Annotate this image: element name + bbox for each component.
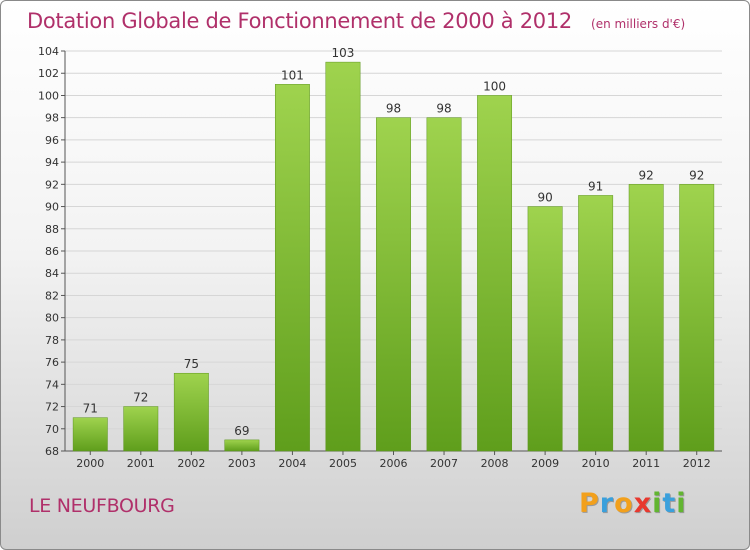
y-tick-label: 78 xyxy=(45,334,59,347)
y-tick-label: 100 xyxy=(38,89,59,102)
bar xyxy=(477,95,513,452)
y-tick-label: 74 xyxy=(45,378,59,391)
bar xyxy=(376,117,411,452)
y-tick-label: 82 xyxy=(45,289,59,302)
bar xyxy=(325,61,361,452)
bars xyxy=(72,61,715,452)
data-label: 92 xyxy=(639,168,654,182)
bar xyxy=(527,206,563,452)
bar xyxy=(72,417,108,452)
data-label: 101 xyxy=(281,68,304,82)
y-tick-label: 76 xyxy=(45,356,59,369)
bar xyxy=(224,439,260,452)
x-tick-label: 2003 xyxy=(228,457,256,470)
y-tick-label: 90 xyxy=(45,201,59,214)
chart-title: Dotation Globale de Fonctionnement de 20… xyxy=(27,9,572,33)
labels: 68 70 72 74 76 78 80 82 84 86 88 90 92 94 96 98 100 102 10… xyxy=(38,45,711,470)
x-tick-label: 2001 xyxy=(127,457,155,470)
logo-letter: r xyxy=(599,488,615,519)
bar xyxy=(274,84,310,452)
title-row: Dotation Globale de Fonctionnement de 20… xyxy=(27,9,685,33)
y-tick-label: 98 xyxy=(45,112,59,125)
y-tick-label: 94 xyxy=(45,156,59,169)
bar xyxy=(628,184,664,452)
proxiti-logo: Proxiti xyxy=(579,488,687,519)
commune-name: LE NEUFBOURG xyxy=(29,495,175,517)
bar xyxy=(123,406,159,452)
y-tick-label: 102 xyxy=(38,67,59,80)
data-label: 98 xyxy=(386,102,401,116)
y-tick-label: 72 xyxy=(45,401,59,414)
x-tick-label: 2007 xyxy=(430,457,458,470)
x-tick-label: 2008 xyxy=(481,457,509,470)
y-tick-label: 92 xyxy=(45,178,59,191)
x-tick-label: 2006 xyxy=(380,457,408,470)
y-tick-label: 88 xyxy=(45,223,59,236)
data-label: 91 xyxy=(588,179,603,193)
logo-letter: i xyxy=(676,488,687,519)
y-tick-label: 96 xyxy=(45,134,59,147)
x-tick-label: 2009 xyxy=(531,457,559,470)
logo-letter: P xyxy=(579,488,600,519)
bar xyxy=(679,184,715,452)
data-label: 72 xyxy=(133,391,148,405)
logo-letter: i xyxy=(652,488,663,519)
x-tick-label: 2000 xyxy=(76,457,104,470)
logo-letter: o xyxy=(614,488,634,519)
data-label: 71 xyxy=(83,402,98,416)
x-tick-label: 2005 xyxy=(329,457,357,470)
x-tick-label: 2010 xyxy=(582,457,610,470)
data-label: 103 xyxy=(332,46,355,60)
y-tick-label: 84 xyxy=(45,267,59,280)
y-tick-label: 70 xyxy=(45,423,59,436)
logo-letter: t xyxy=(662,488,677,519)
data-label: 75 xyxy=(184,357,199,371)
bar xyxy=(578,195,614,452)
data-label: 100 xyxy=(483,79,506,93)
bar xyxy=(173,372,209,452)
y-tick-label: 86 xyxy=(45,245,59,258)
y-tick-label: 80 xyxy=(45,312,59,325)
x-tick-label: 2011 xyxy=(632,457,660,470)
data-label: 98 xyxy=(436,102,451,116)
data-label: 69 xyxy=(234,424,249,438)
data-label: 90 xyxy=(537,191,552,205)
y-tick-label: 104 xyxy=(38,45,59,58)
x-tick-label: 2004 xyxy=(278,457,306,470)
x-tick-label: 2002 xyxy=(177,457,205,470)
chart-unit: (en milliers d'€) xyxy=(591,17,686,31)
y-tick-label: 68 xyxy=(45,445,59,458)
logo-letter: x xyxy=(633,488,653,519)
x-tick-label: 2012 xyxy=(683,457,711,470)
data-label: 92 xyxy=(689,168,704,182)
bar xyxy=(426,117,462,452)
